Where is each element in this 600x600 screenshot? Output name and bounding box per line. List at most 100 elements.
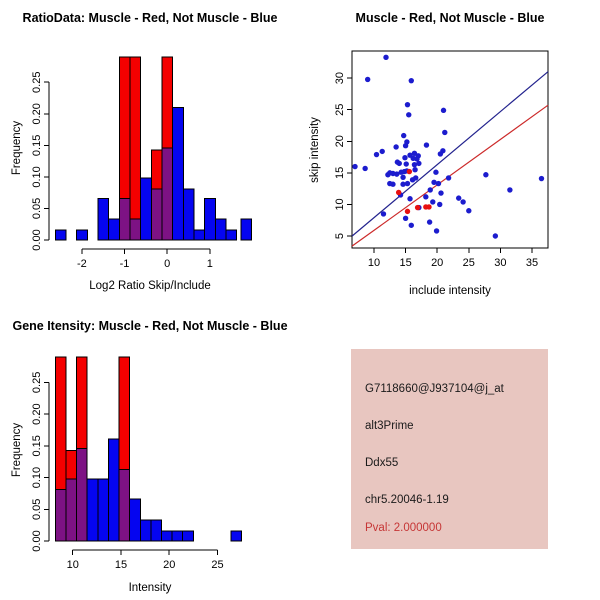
hist-bar-overlap bbox=[118, 197, 131, 241]
intensity-scatter-plot: 5 10 15 20 25 30 10 15 20 25 30 35 bbox=[334, 50, 549, 269]
hist-bar-overlap bbox=[65, 478, 78, 542]
hist-bar-muscle bbox=[54, 356, 67, 491]
x-tick-label: 25 bbox=[463, 257, 475, 269]
scatter-point-not-muscle bbox=[426, 219, 433, 225]
gene-intensity-histogram-panel: Gene Itensity: Muscle - Red, Not Muscle … bbox=[0, 300, 300, 600]
ratio-histogram-panel: RatioData: Muscle - Red, Not Muscle - Bl… bbox=[0, 0, 300, 300]
scatter-point-not-muscle bbox=[373, 151, 380, 158]
gene-intensity-histogram-ylabel: Frequency bbox=[11, 422, 23, 478]
y-tick-label: 0.15 bbox=[31, 135, 43, 156]
y-tick-label: 20 bbox=[334, 135, 346, 147]
scatter-point-not-muscle bbox=[492, 233, 499, 239]
hist-bar-muscle bbox=[161, 56, 174, 149]
scatter-point-not-muscle bbox=[406, 112, 412, 118]
x-tick-label: 0 bbox=[164, 258, 170, 270]
y-tick-label: 0.25 bbox=[31, 72, 43, 93]
scatter-point-not-muscle bbox=[394, 171, 400, 177]
hist-bar-overlap bbox=[150, 188, 163, 241]
y-tick-label: 0.15 bbox=[31, 435, 43, 456]
hist-bar-not-muscle bbox=[172, 106, 184, 241]
hist-bar-not-muscle bbox=[86, 478, 99, 542]
x-tick-label: 15 bbox=[115, 559, 127, 571]
scatter-point-not-muscle bbox=[412, 167, 418, 173]
hist-bar-not-muscle bbox=[97, 197, 110, 241]
scatter-point-not-muscle bbox=[385, 172, 391, 178]
scatter-point-not-muscle bbox=[364, 76, 371, 83]
hist-bar-not-muscle bbox=[225, 229, 238, 241]
scatter-point-not-muscle bbox=[400, 181, 406, 187]
y-tick-label: 0.05 bbox=[31, 198, 43, 219]
scatter-point-not-muscle bbox=[411, 150, 418, 156]
x-tick-label: 10 bbox=[67, 559, 79, 571]
y-tick-label: 0.20 bbox=[31, 403, 43, 424]
ratio-histogram-ylabel: Frequency bbox=[11, 120, 23, 176]
pval-text: Pval: 2.000000 bbox=[365, 522, 442, 534]
y-tick-label: 0.20 bbox=[31, 103, 43, 124]
hist-bar-not-muscle bbox=[182, 530, 194, 542]
scatter-point-not-muscle bbox=[440, 148, 446, 154]
hist-bar-not-muscle bbox=[54, 229, 67, 241]
hist-bar-not-muscle bbox=[204, 197, 216, 241]
hist-bar-not-muscle bbox=[182, 188, 195, 241]
hist-bar-muscle bbox=[65, 449, 78, 480]
x-tick-label: -1 bbox=[120, 258, 130, 270]
x-tick-label: 20 bbox=[163, 559, 175, 571]
gene-intensity-histogram-xlabel: Intensity bbox=[128, 582, 172, 594]
y-tick-label: 10 bbox=[334, 198, 346, 210]
scatter-point-not-muscle bbox=[427, 187, 433, 193]
x-tick-label: 20 bbox=[431, 257, 443, 269]
hist-bar-not-muscle bbox=[76, 229, 88, 241]
scatter-point-not-muscle bbox=[401, 132, 407, 139]
scatter-point-not-muscle bbox=[352, 163, 358, 170]
plot-box bbox=[351, 50, 549, 249]
hist-bar-not-muscle bbox=[97, 478, 109, 542]
hist-bar-overlap bbox=[76, 447, 88, 542]
hist-bar-not-muscle bbox=[139, 519, 152, 542]
scatter-point-not-muscle bbox=[460, 199, 466, 205]
x-tick-label: 1 bbox=[207, 258, 213, 270]
scatter-point-not-muscle bbox=[411, 161, 418, 168]
gene-intensity-histogram-title: Gene Itensity: Muscle - Red, Not Muscle … bbox=[12, 319, 288, 333]
hist-bar-not-muscle bbox=[193, 229, 206, 241]
hist-bar-not-muscle bbox=[214, 218, 227, 241]
scatter-point-not-muscle bbox=[455, 195, 462, 201]
ratio-histogram-xlabel: Log2 Ratio Skip/Include bbox=[89, 280, 211, 292]
hist-bar-overlap bbox=[54, 489, 67, 542]
hist-bar-not-muscle bbox=[107, 438, 120, 542]
scatter-point-not-muscle bbox=[400, 174, 406, 180]
scatter-point-not-muscle bbox=[433, 169, 439, 175]
y-tick-label: 25 bbox=[334, 104, 346, 116]
hist-bar-overlap bbox=[129, 218, 142, 241]
scatter-point-not-muscle bbox=[393, 144, 399, 150]
scatter-point-not-muscle bbox=[402, 143, 409, 149]
scatter-point-not-muscle bbox=[416, 160, 422, 167]
not-muscle-fit-line bbox=[351, 71, 549, 237]
hist-bar-muscle bbox=[118, 356, 131, 470]
scatter-point-not-muscle bbox=[403, 161, 409, 167]
hist-bar-overlap bbox=[161, 147, 174, 241]
hist-bar-not-muscle bbox=[150, 519, 163, 542]
scatter-point-not-muscle bbox=[404, 180, 411, 187]
hist-bar-overlap bbox=[118, 468, 131, 542]
scatter-point-not-muscle bbox=[423, 142, 430, 148]
scatter-point-not-muscle bbox=[413, 175, 419, 181]
y-tick-label: 0.10 bbox=[31, 467, 43, 488]
scatter-point-not-muscle bbox=[437, 201, 443, 208]
intensity-scatter-xlabel: include intensity bbox=[409, 285, 491, 297]
scatter-point-not-muscle bbox=[445, 175, 452, 181]
scatter-point-not-muscle bbox=[466, 208, 472, 214]
x-tick-label: 15 bbox=[399, 257, 411, 269]
y-tick-label: 0.00 bbox=[31, 530, 43, 551]
scatter-point-not-muscle bbox=[483, 172, 489, 178]
scatter-point-muscle bbox=[395, 189, 402, 196]
scatter-point-not-muscle bbox=[433, 228, 440, 234]
scatter-point-not-muscle bbox=[435, 180, 442, 187]
scatter-point-not-muscle bbox=[431, 179, 437, 186]
scatter-point-not-muscle bbox=[440, 107, 447, 114]
gene-info-box: G7118660@J937104@j_at alt3Prime Ddx55 ch… bbox=[351, 349, 548, 549]
splice-event-type-text: alt3Prime bbox=[365, 420, 414, 432]
intensity-scatter-panel: Muscle - Red, Not Muscle - Blue 5 10 15 20 2… bbox=[300, 0, 600, 300]
scatter-point-muscle bbox=[426, 204, 432, 210]
scatter-point-not-muscle bbox=[390, 181, 396, 187]
